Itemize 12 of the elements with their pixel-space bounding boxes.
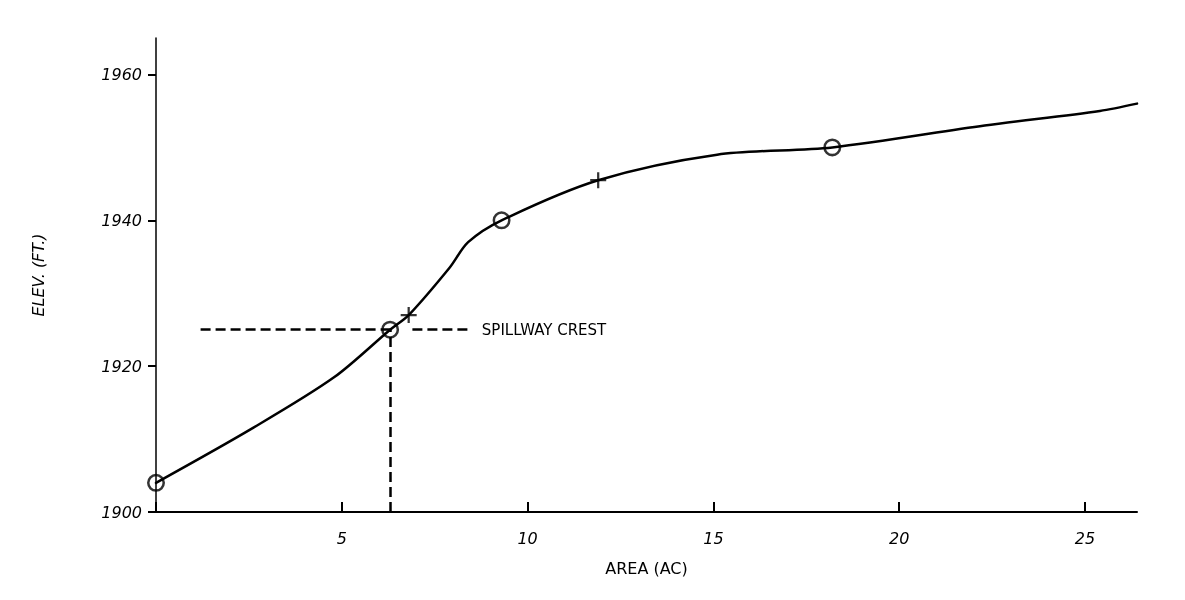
x-tick-label: 15 <box>703 528 724 548</box>
ref-line-label: SPILLWAY CREST <box>481 320 608 339</box>
y-tick-label: 1940 <box>101 210 142 230</box>
y-tick-label: 1920 <box>101 356 142 376</box>
x-tick-label: 5 <box>336 528 347 548</box>
x-tick-label: 20 <box>889 528 910 548</box>
x-tick-label: 10 <box>517 528 538 548</box>
x-tick-label: 25 <box>1074 528 1096 548</box>
y-axis-title: ELEV. (FT.) <box>28 233 48 317</box>
x-axis-title: AREA (AC) <box>605 558 688 578</box>
y-tick-label: 1900 <box>101 502 142 522</box>
y-tick-label: 1960 <box>101 64 142 84</box>
